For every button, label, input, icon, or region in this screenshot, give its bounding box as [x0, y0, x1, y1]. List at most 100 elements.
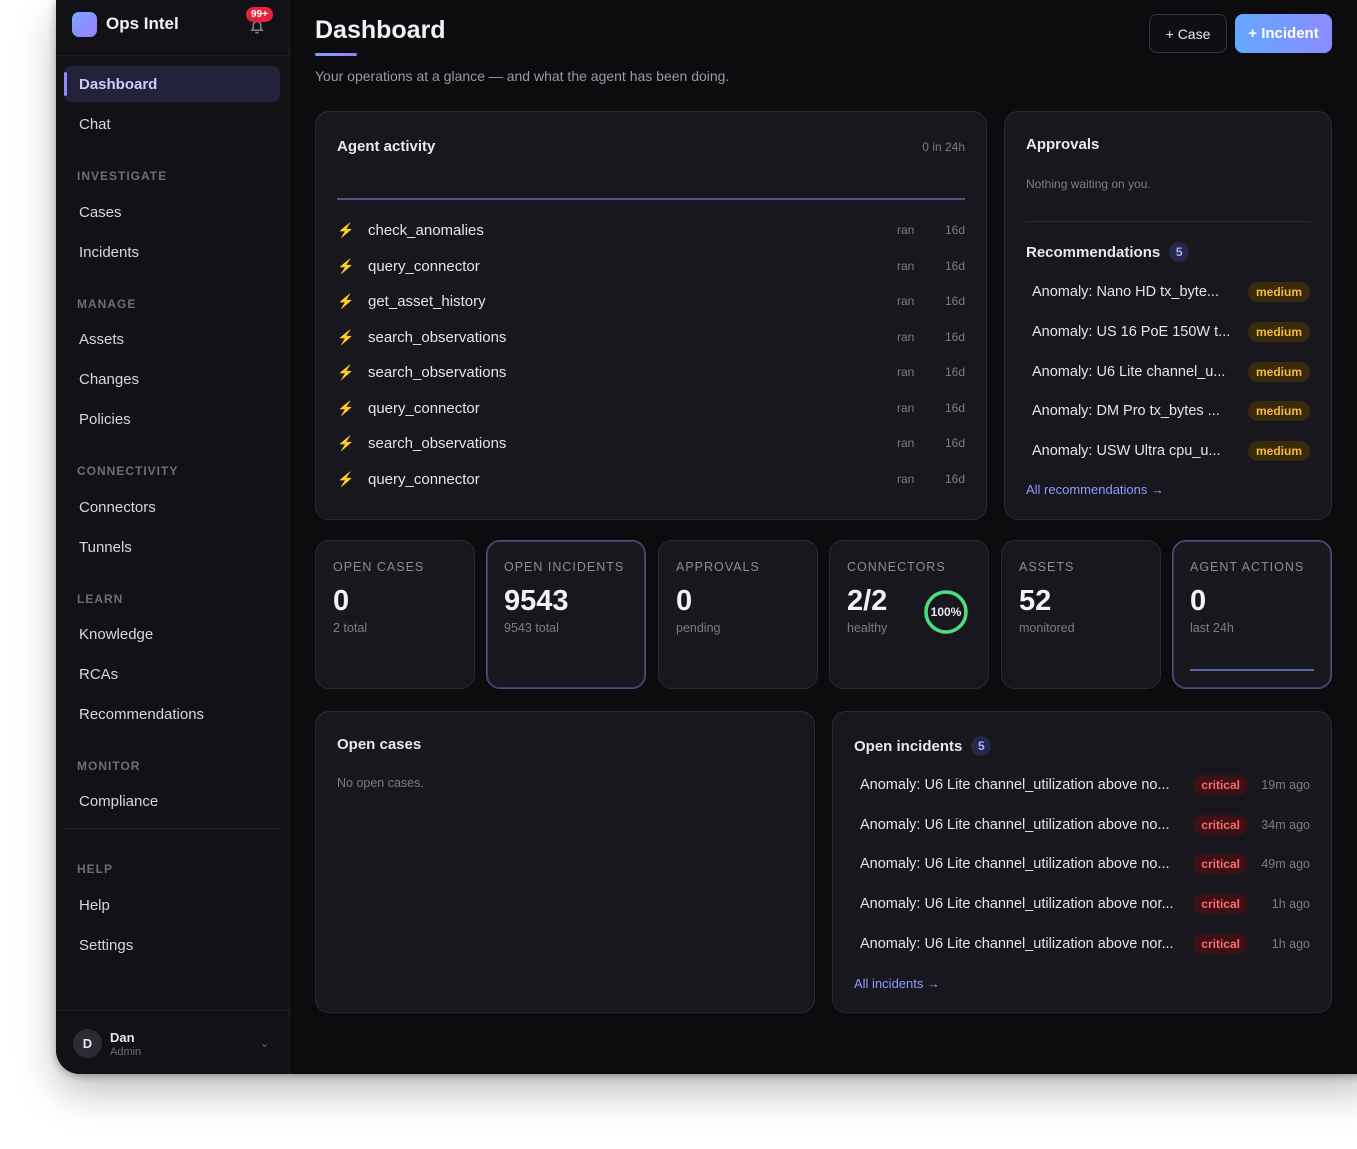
stat-subtext: 9543 total — [504, 621, 559, 635]
agent-activity-card: Agent activity 0 in 24h ⚡ check_anomalie… — [315, 111, 987, 520]
incident-text: Anomaly: U6 Lite channel_utilization abo… — [860, 896, 1174, 912]
sidebar-item-label: Tunnels — [79, 538, 132, 556]
brand[interactable]: Ops Intel — [72, 8, 179, 40]
divider — [56, 55, 290, 56]
card-title: Agent activity — [337, 138, 436, 155]
stat-label: ASSETS — [1019, 560, 1075, 574]
card-title: Open cases — [337, 736, 422, 753]
app-name: Ops Intel — [106, 14, 179, 33]
severity-badge: critical — [1193, 775, 1248, 795]
stat-label: CONNECTORS — [847, 560, 946, 574]
list-item[interactable]: ⚡ query_connector ran 16d — [337, 251, 965, 281]
bolt-icon: ⚡ — [337, 399, 355, 416]
all-incidents-link[interactable]: All incidents → — [854, 976, 940, 991]
list-item[interactable]: ⚡ get_asset_history ran 16d — [337, 286, 965, 316]
bolt-icon: ⚡ — [337, 257, 355, 274]
sidebar-item-knowledge[interactable]: Knowledge — [64, 616, 280, 652]
tool-name: check_anomalies — [368, 221, 484, 239]
stat-subtext: pending — [676, 621, 721, 635]
stat-value: 0 — [676, 585, 693, 617]
new-incident-button[interactable]: + Incident — [1235, 14, 1332, 53]
sidebar-item-label: Changes — [79, 370, 140, 388]
sidebar-item-help[interactable]: Help — [64, 887, 280, 923]
recommendation-text: Anomaly: DM Pro tx_bytes ... — [1032, 403, 1220, 419]
list-item[interactable]: Anomaly: U6 Lite channel_utilization abo… — [854, 807, 1310, 843]
sidebar-item-tunnels[interactable]: Tunnels — [64, 529, 280, 565]
new-case-button[interactable]: + Case — [1149, 14, 1227, 53]
open-cases-card: Open cases No open cases. — [315, 711, 815, 1013]
recommendations-heading: Recommendations 5 — [1026, 242, 1190, 262]
list-item[interactable]: Anomaly: U6 Lite channel_utilization abo… — [854, 767, 1310, 803]
app-window: Ops Intel 99+ Dashboard Chat INVESTIGATE… — [56, 0, 1357, 1074]
sidebar-item-changes[interactable]: Changes — [64, 361, 280, 397]
agent-actions-sparkline — [1190, 669, 1314, 671]
user-menu[interactable]: D Dan Admin ⌄ — [56, 1010, 290, 1074]
list-item[interactable]: Anomaly: U6 Lite channel_utilization abo… — [854, 846, 1310, 882]
incident-text: Anomaly: U6 Lite channel_utilization abo… — [860, 856, 1170, 872]
list-item[interactable]: Anomaly: USW Ultra cpu_u... medium — [1026, 433, 1310, 469]
notification-count-badge: 99+ — [246, 7, 273, 22]
nav-section-learn: LEARN — [77, 592, 124, 606]
approvals-card: Approvals Nothing waiting on you. Recomm… — [1004, 111, 1332, 520]
tool-name: search_observations — [368, 363, 507, 381]
sidebar-item-recommendations[interactable]: Recommendations — [64, 696, 280, 732]
run-status: ran — [897, 401, 915, 415]
stat-subtext: healthy — [847, 621, 888, 635]
nav-section-monitor: MONITOR — [77, 759, 141, 773]
list-item[interactable]: Anomaly: US 16 PoE 150W t... medium — [1026, 314, 1310, 350]
list-item[interactable]: Anomaly: Nano HD tx_byte... medium — [1026, 274, 1310, 310]
list-item[interactable]: ⚡ search_observations ran 16d — [337, 357, 965, 387]
run-age: 16d — [944, 365, 965, 379]
sidebar-item-rcas[interactable]: RCAs — [64, 656, 280, 692]
stat-card-approvals[interactable]: APPROVALS 0 pending — [658, 540, 818, 689]
sidebar-item-chat[interactable]: Chat — [64, 106, 280, 142]
stat-card-open-incidents[interactable]: OPEN INCIDENTS 9543 9543 total — [486, 540, 646, 689]
stat-subtext: monitored — [1019, 621, 1075, 635]
sidebar-item-assets[interactable]: Assets — [64, 321, 280, 357]
stat-card-open-cases[interactable]: OPEN CASES 0 2 total — [315, 540, 475, 689]
list-item[interactable]: ⚡ search_observations ran 16d — [337, 428, 965, 458]
open-incidents-card: Open incidents 5 Anomaly: U6 Lite channe… — [832, 711, 1332, 1013]
sidebar-item-connectors[interactable]: Connectors — [64, 489, 280, 525]
list-item[interactable]: Anomaly: U6 Lite channel_utilization abo… — [854, 926, 1310, 962]
sidebar-item-cases[interactable]: Cases — [64, 194, 280, 230]
sidebar-item-compliance[interactable]: Compliance — [64, 783, 280, 819]
tool-name: query_connector — [368, 399, 480, 417]
stat-card-agent-actions[interactable]: AGENT ACTIONS 0 last 24h — [1172, 540, 1332, 689]
sidebar-item-label: Settings — [79, 936, 134, 954]
all-recommendations-link[interactable]: All recommendations → — [1026, 482, 1164, 497]
list-item[interactable]: ⚡ query_connector ran 16d — [337, 393, 965, 423]
stat-value: 2/2 — [847, 585, 888, 617]
list-item[interactable]: ⚡ check_anomalies ran 16d — [337, 215, 965, 245]
run-age: 16d — [944, 472, 965, 486]
title-underline — [315, 53, 357, 56]
run-age: 16d — [944, 401, 965, 415]
incident-text: Anomaly: U6 Lite channel_utilization abo… — [860, 817, 1170, 833]
incident-age: 1h ago — [1271, 897, 1310, 911]
stat-card-assets[interactable]: ASSETS 52 monitored — [1001, 540, 1161, 689]
list-item[interactable]: Anomaly: U6 Lite channel_utilization abo… — [854, 886, 1310, 922]
approvals-empty-text: Nothing waiting on you. — [1026, 177, 1151, 191]
run-status: ran — [897, 259, 915, 273]
main-content: Dashboard Your operations at a glance — … — [290, 0, 1357, 1074]
run-status: ran — [897, 365, 915, 379]
user-role: Admin — [110, 1046, 142, 1058]
incident-text: Anomaly: U6 Lite channel_utilization abo… — [860, 777, 1170, 793]
list-item[interactable]: Anomaly: DM Pro tx_bytes ... medium — [1026, 393, 1310, 429]
sidebar-item-label: Chat — [79, 115, 111, 133]
sidebar-item-policies[interactable]: Policies — [64, 401, 280, 437]
list-item[interactable]: ⚡ query_connector ran 16d — [337, 464, 965, 494]
sidebar-item-settings[interactable]: Settings — [64, 927, 280, 963]
notifications-bell-button[interactable]: 99+ — [246, 7, 273, 34]
list-item[interactable]: Anomaly: U6 Lite channel_u... medium — [1026, 354, 1310, 390]
bolt-icon: ⚡ — [337, 292, 355, 309]
sidebar-item-incidents[interactable]: Incidents — [64, 234, 280, 270]
severity-badge: medium — [1247, 322, 1310, 342]
tool-name: query_connector — [368, 470, 480, 488]
stat-card-connectors[interactable]: CONNECTORS 2/2 healthy 100% — [829, 540, 989, 689]
sidebar-item-label: RCAs — [79, 665, 119, 683]
list-item[interactable]: ⚡ search_observations ran 16d — [337, 322, 965, 352]
divider — [64, 828, 280, 829]
user-name: Dan — [110, 1030, 135, 1045]
sidebar-item-dashboard[interactable]: Dashboard — [64, 66, 280, 102]
